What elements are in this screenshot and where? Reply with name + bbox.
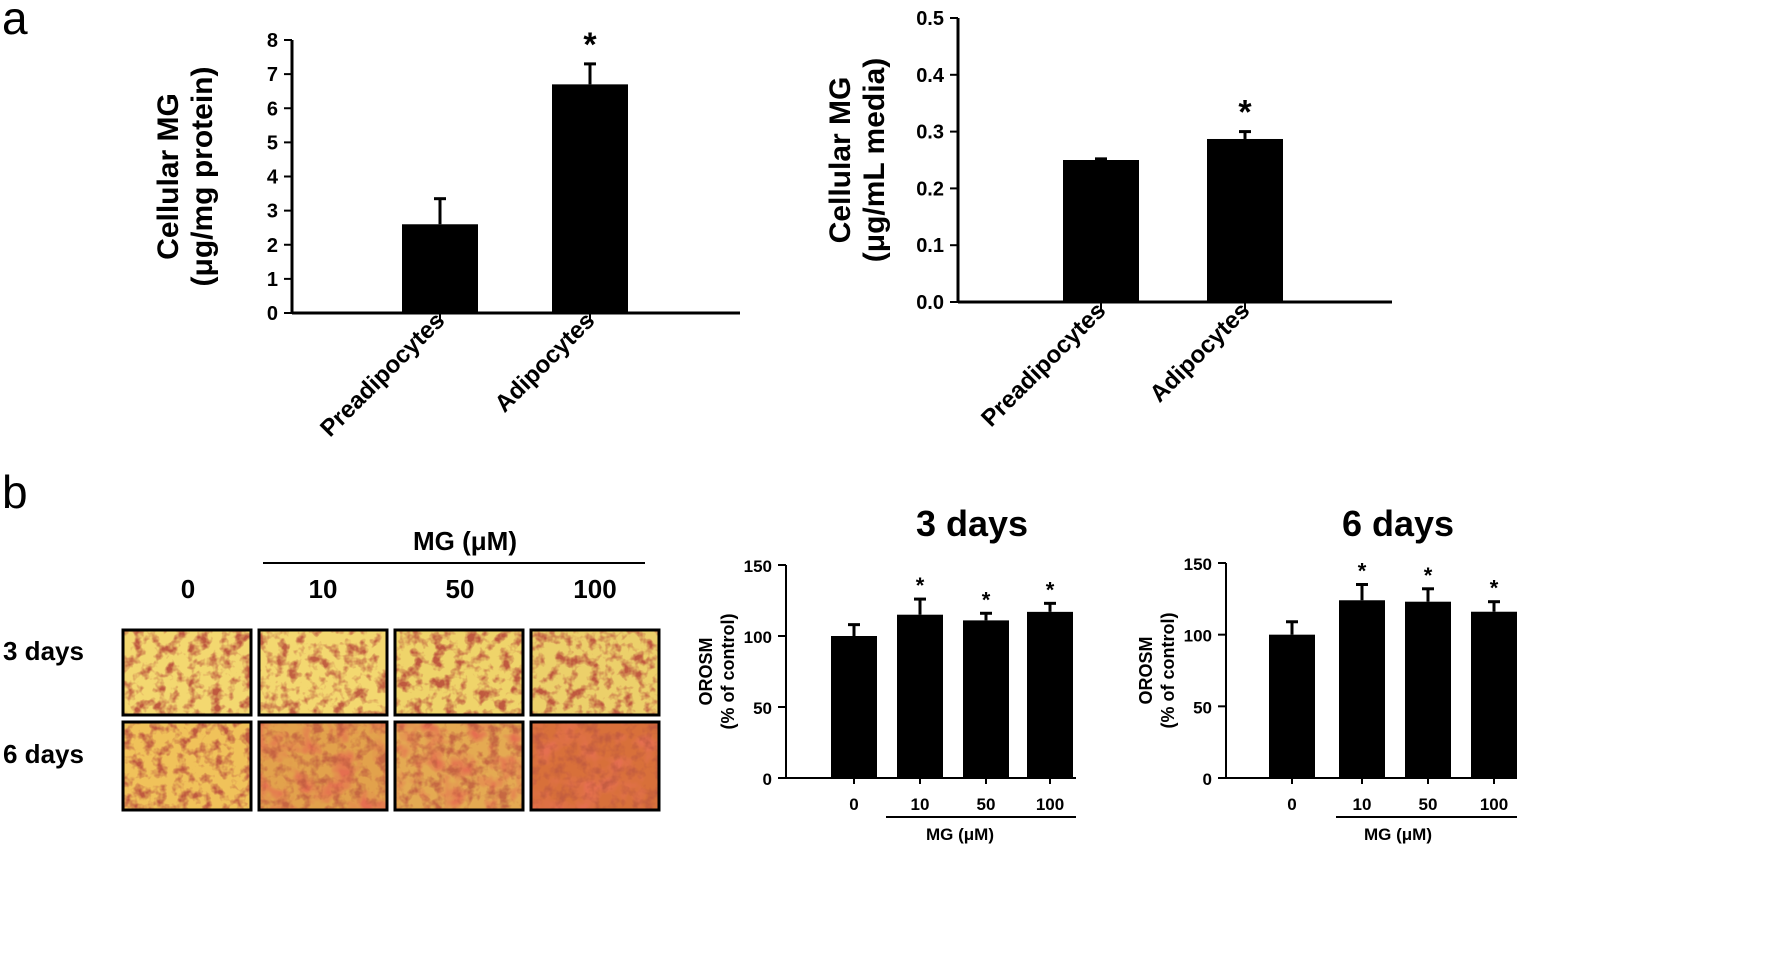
chart-cellular-mg-media: 0.0 0.1 0.2 0.3 0.4 0.5 Cellular MG(μg/mL medi… — [824, 8, 1392, 432]
micrograph-6d-0 — [121, 720, 253, 812]
x-category-label: Adipocytes — [1145, 297, 1256, 408]
significance-marker: * — [583, 26, 597, 64]
y-tick-label: 50 — [753, 699, 772, 718]
bar — [402, 224, 478, 313]
micrograph-col-50: 50 — [446, 574, 475, 604]
x-category-label: 10 — [1353, 795, 1372, 814]
x-category-label: 0 — [849, 795, 858, 814]
x-category-label: 50 — [977, 795, 996, 814]
y-tick-label: 100 — [1184, 627, 1212, 646]
chart-title: 6 days — [1342, 503, 1454, 544]
x-category-label: 100 — [1480, 795, 1508, 814]
panel-letter-b: b — [2, 466, 28, 518]
micrograph-6d-100 — [529, 720, 661, 812]
x-category-label: Adipocytes — [490, 307, 601, 418]
significance-marker: * — [916, 573, 925, 598]
y-axis-title: Cellular MG(μg/mL media) — [824, 58, 891, 263]
y-tick-label: 5 — [267, 132, 278, 154]
x-category-label: 0 — [1287, 795, 1296, 814]
bar — [1063, 160, 1139, 302]
micrograph-col-10: 10 — [309, 574, 338, 604]
y-tick-label: 8 — [267, 30, 278, 52]
bar — [1471, 611, 1517, 778]
micrograph-header: MG (μM) — [413, 526, 517, 556]
y-tick-label: 3 — [267, 201, 278, 223]
y-axis-title: OROSM (% of control) — [696, 614, 738, 730]
y-tick-label: 150 — [744, 557, 772, 576]
bar — [1339, 600, 1385, 778]
micrograph-3d-10 — [257, 628, 389, 717]
y-tick-label: 0.1 — [916, 235, 944, 257]
chart-orosm-6-days: 0 50 100 150 OROSM (% of control) 0 * 10 * 50 * 100 6… — [1136, 503, 1517, 844]
bar — [1405, 601, 1451, 778]
y-tick-label: 0.0 — [916, 292, 944, 314]
x-category-label: 50 — [1419, 795, 1438, 814]
bar — [831, 636, 877, 778]
micrograph-panel: MG (μM) 0 10 50 100 3 days 6 days — [3, 526, 661, 812]
y-tick-label: 100 — [744, 628, 772, 647]
micrograph-3d-0 — [121, 628, 253, 717]
y-tick-label: 50 — [1193, 698, 1212, 717]
x-axis-title: MG (μM) — [1364, 825, 1432, 844]
significance-marker: * — [982, 587, 991, 612]
x-axis-title: MG (μM) — [926, 825, 994, 844]
y-tick-label: 0.5 — [916, 8, 944, 30]
y-tick-label: 0.2 — [916, 178, 944, 200]
y-tick-label: 1 — [267, 269, 278, 291]
chart-title: 3 days — [916, 503, 1028, 544]
significance-marker: * — [1490, 576, 1499, 601]
significance-marker: * — [1238, 94, 1252, 132]
micrograph-6d-10 — [257, 720, 389, 812]
y-tick-label: 0 — [763, 770, 772, 789]
y-axis-title: Cellular MG(μg/mg protein) — [152, 67, 219, 287]
bar — [1269, 634, 1315, 778]
bar — [552, 84, 628, 313]
y-tick-label: 6 — [267, 98, 278, 120]
significance-marker: * — [1046, 577, 1055, 602]
y-tick-label: 150 — [1184, 555, 1212, 574]
y-tick-label: 2 — [267, 235, 278, 257]
x-category-label: 100 — [1036, 795, 1064, 814]
bar — [897, 614, 943, 778]
y-tick-label: 0 — [1203, 770, 1212, 789]
bar — [1207, 138, 1283, 302]
bar — [1027, 611, 1073, 778]
x-category-label: Preadipocytes — [976, 297, 1111, 432]
y-tick-label: 7 — [267, 64, 278, 86]
micrograph-3d-100 — [529, 628, 661, 717]
micrograph-3d-50 — [393, 628, 525, 717]
y-tick-label: 4 — [267, 167, 279, 189]
panel-letter-a: a — [2, 0, 28, 44]
x-category-label: Preadipocytes — [315, 307, 450, 442]
y-tick-label: 0 — [267, 303, 278, 325]
micrograph-6d-50 — [393, 720, 525, 812]
chart-orosm-3-days: 0 50 100 150 OROSM (% of control) 0 * 10 * 50 * 100 3… — [696, 503, 1076, 844]
y-axis-title: OROSM (% of control) — [1136, 613, 1178, 729]
micrograph-col-100: 100 — [573, 574, 616, 604]
x-category-label: 10 — [911, 795, 930, 814]
y-tick-label: 0.3 — [916, 122, 944, 144]
micrograph-row-3-days: 3 days — [3, 636, 84, 666]
y-tick-label: 0.4 — [916, 65, 945, 87]
significance-marker: * — [1424, 563, 1433, 588]
bar — [963, 620, 1009, 778]
micrograph-col-0: 0 — [181, 574, 195, 604]
chart-cellular-mg-protein: 0 1 2 3 4 5 6 7 8 Cellular MG(μg/mg protein) Pread… — [152, 26, 740, 442]
significance-marker: * — [1358, 559, 1367, 584]
micrograph-row-6-days: 6 days — [3, 739, 84, 769]
